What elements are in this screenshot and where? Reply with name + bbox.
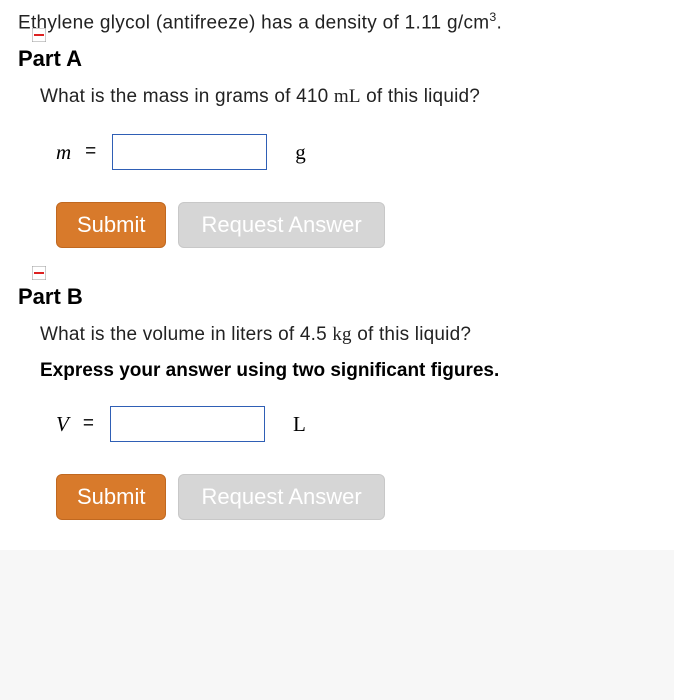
part-a-question: What is the mass in grams of 410 mL of t… xyxy=(40,86,656,108)
request-answer-button[interactable]: Request Answer xyxy=(178,474,384,520)
part-b-input[interactable] xyxy=(110,406,265,442)
part-a-unit: g xyxy=(295,140,306,165)
qA-before: What is the mass in grams of xyxy=(40,86,296,107)
equals-sign: = xyxy=(83,413,94,435)
part-a-buttons: Submit Request Answer xyxy=(56,202,656,248)
qB-value: 4.5 xyxy=(300,324,327,345)
submit-button[interactable]: Submit xyxy=(56,474,166,520)
part-a-answer-row: m = g xyxy=(56,134,656,170)
part-a-input[interactable] xyxy=(112,134,267,170)
request-answer-button[interactable]: Request Answer xyxy=(178,202,384,248)
part-b-question: What is the volume in liters of 4.5 kg o… xyxy=(40,324,656,346)
density-value: 1.11 xyxy=(405,12,442,33)
part-b-answer-row: V = L xyxy=(56,406,656,442)
qB-after: of this liquid? xyxy=(352,324,471,345)
intro-period: . xyxy=(497,12,503,33)
part-b-hint: Express your answer using two significan… xyxy=(40,360,656,382)
part-b-header: Part B xyxy=(18,284,656,310)
part-b-unit: L xyxy=(293,412,306,437)
part-a-header: Part A xyxy=(18,46,656,72)
qB-before: What is the volume in liters of xyxy=(40,324,300,345)
part-a-title: Part A xyxy=(18,46,82,71)
submit-button[interactable]: Submit xyxy=(56,202,166,248)
part-b-title: Part B xyxy=(18,284,83,309)
qB-unit: kg xyxy=(332,324,351,345)
intro-text: Ethylene glycol (antifreeze) has a densi… xyxy=(18,12,405,33)
density-unit-base: g/cm xyxy=(447,12,489,33)
part-a-variable: m xyxy=(56,140,71,165)
density-exponent: 3 xyxy=(489,10,496,24)
qA-after: of this liquid? xyxy=(361,86,480,107)
qA-value: 410 xyxy=(296,86,328,107)
part-b-variable: V xyxy=(56,412,69,437)
flag-icon[interactable] xyxy=(32,28,46,42)
page: Ethylene glycol (antifreeze) has a densi… xyxy=(0,0,674,550)
problem-intro: Ethylene glycol (antifreeze) has a densi… xyxy=(18,10,656,34)
part-b-buttons: Submit Request Answer xyxy=(56,474,656,520)
equals-sign: = xyxy=(85,141,96,163)
qA-unit: mL xyxy=(334,86,361,107)
flag-icon[interactable] xyxy=(32,266,46,280)
